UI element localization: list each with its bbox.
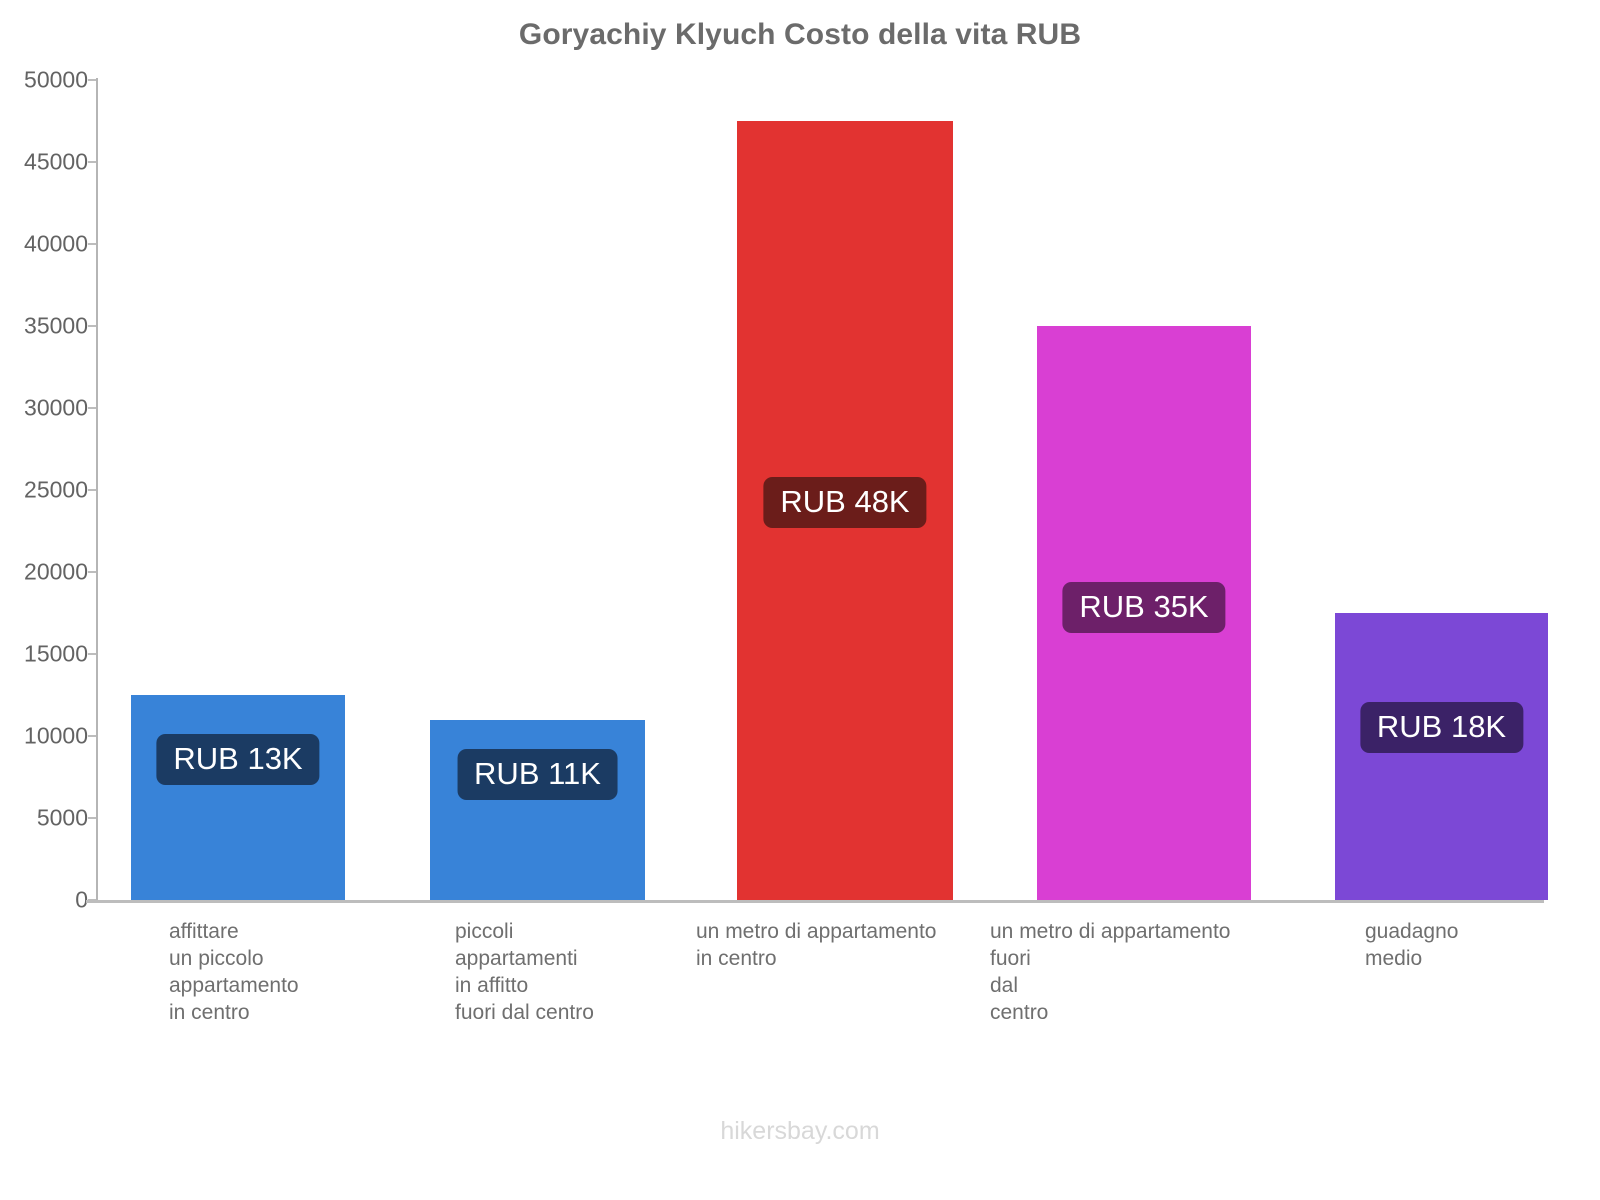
bar-value-label: RUB 18K	[1359, 702, 1524, 753]
y-axis-tick-mark	[88, 79, 98, 81]
page-title: Goryachiy Klyuch Costo della vita RUB	[518, 18, 1082, 51]
y-axis-tick-label: 10000	[24, 722, 88, 749]
y-axis-tick-labels: 0 5000 10000 15000 20000 25000 30000 35000 40000…	[0, 0, 98, 1200]
y-axis-tick-mark	[88, 243, 98, 245]
x-axis-category-labels: affittare un piccolo appartamento in cen…	[96, 918, 1546, 1108]
plot-area: RUB 13K RUB 11K RUB 48K RUB 35K RUB 18K	[96, 80, 1548, 900]
bar[interactable]: RUB 35K	[1037, 326, 1251, 900]
bar-value-label: RUB 35K	[1062, 582, 1226, 633]
y-axis-tick-label: 45000	[24, 148, 88, 175]
y-axis-tick-label: 25000	[24, 476, 88, 503]
x-axis-category-label: affittare un piccolo appartamento in cen…	[169, 920, 299, 1024]
x-axis-line	[86, 900, 1544, 903]
bar[interactable]: RUB 18K	[1335, 613, 1548, 900]
x-axis-category-label: un metro di appartamento fuori dal centr…	[990, 920, 1231, 1024]
bar-rect	[430, 719, 645, 900]
y-axis-tick-mark	[88, 161, 98, 163]
y-axis-tick-mark	[88, 571, 98, 573]
y-axis-tick-label: 30000	[24, 394, 88, 421]
bar[interactable]: RUB 48K	[737, 121, 953, 900]
y-axis-tick-mark	[88, 489, 98, 491]
y-axis-tick-mark	[88, 735, 98, 737]
y-axis-tick-label: 15000	[24, 640, 88, 667]
bar-value-label: RUB 11K	[457, 749, 618, 800]
y-axis-line	[96, 78, 98, 902]
y-axis-tick-label: 20000	[24, 558, 88, 585]
y-axis-tick-label: 40000	[24, 230, 88, 257]
y-axis-tick-label: 5000	[36, 804, 88, 831]
y-axis-tick-mark	[88, 817, 98, 819]
bar-rect	[131, 695, 345, 900]
bar[interactable]: RUB 11K	[430, 719, 645, 900]
y-axis-tick-label: 0	[75, 886, 88, 913]
x-axis-category-label: piccoli appartamenti in affitto fuori da…	[455, 920, 594, 1024]
bar-value-label: RUB 48K	[763, 477, 927, 528]
bar-value-label: RUB 13K	[156, 734, 320, 785]
bar[interactable]: RUB 13K	[131, 695, 345, 900]
bar-rect	[1335, 613, 1548, 900]
footer-attribution: hikersbay.com	[720, 1117, 880, 1145]
y-axis-tick-label: 50000	[24, 66, 88, 93]
x-axis-category-label: un metro di appartamento in centro	[696, 920, 937, 970]
y-axis-tick-mark	[88, 407, 98, 409]
y-axis-tick-mark	[88, 325, 98, 327]
y-axis-tick-mark	[88, 653, 98, 655]
y-axis-tick-label: 35000	[24, 312, 88, 339]
x-axis-category-label: guadagno medio	[1365, 920, 1459, 970]
